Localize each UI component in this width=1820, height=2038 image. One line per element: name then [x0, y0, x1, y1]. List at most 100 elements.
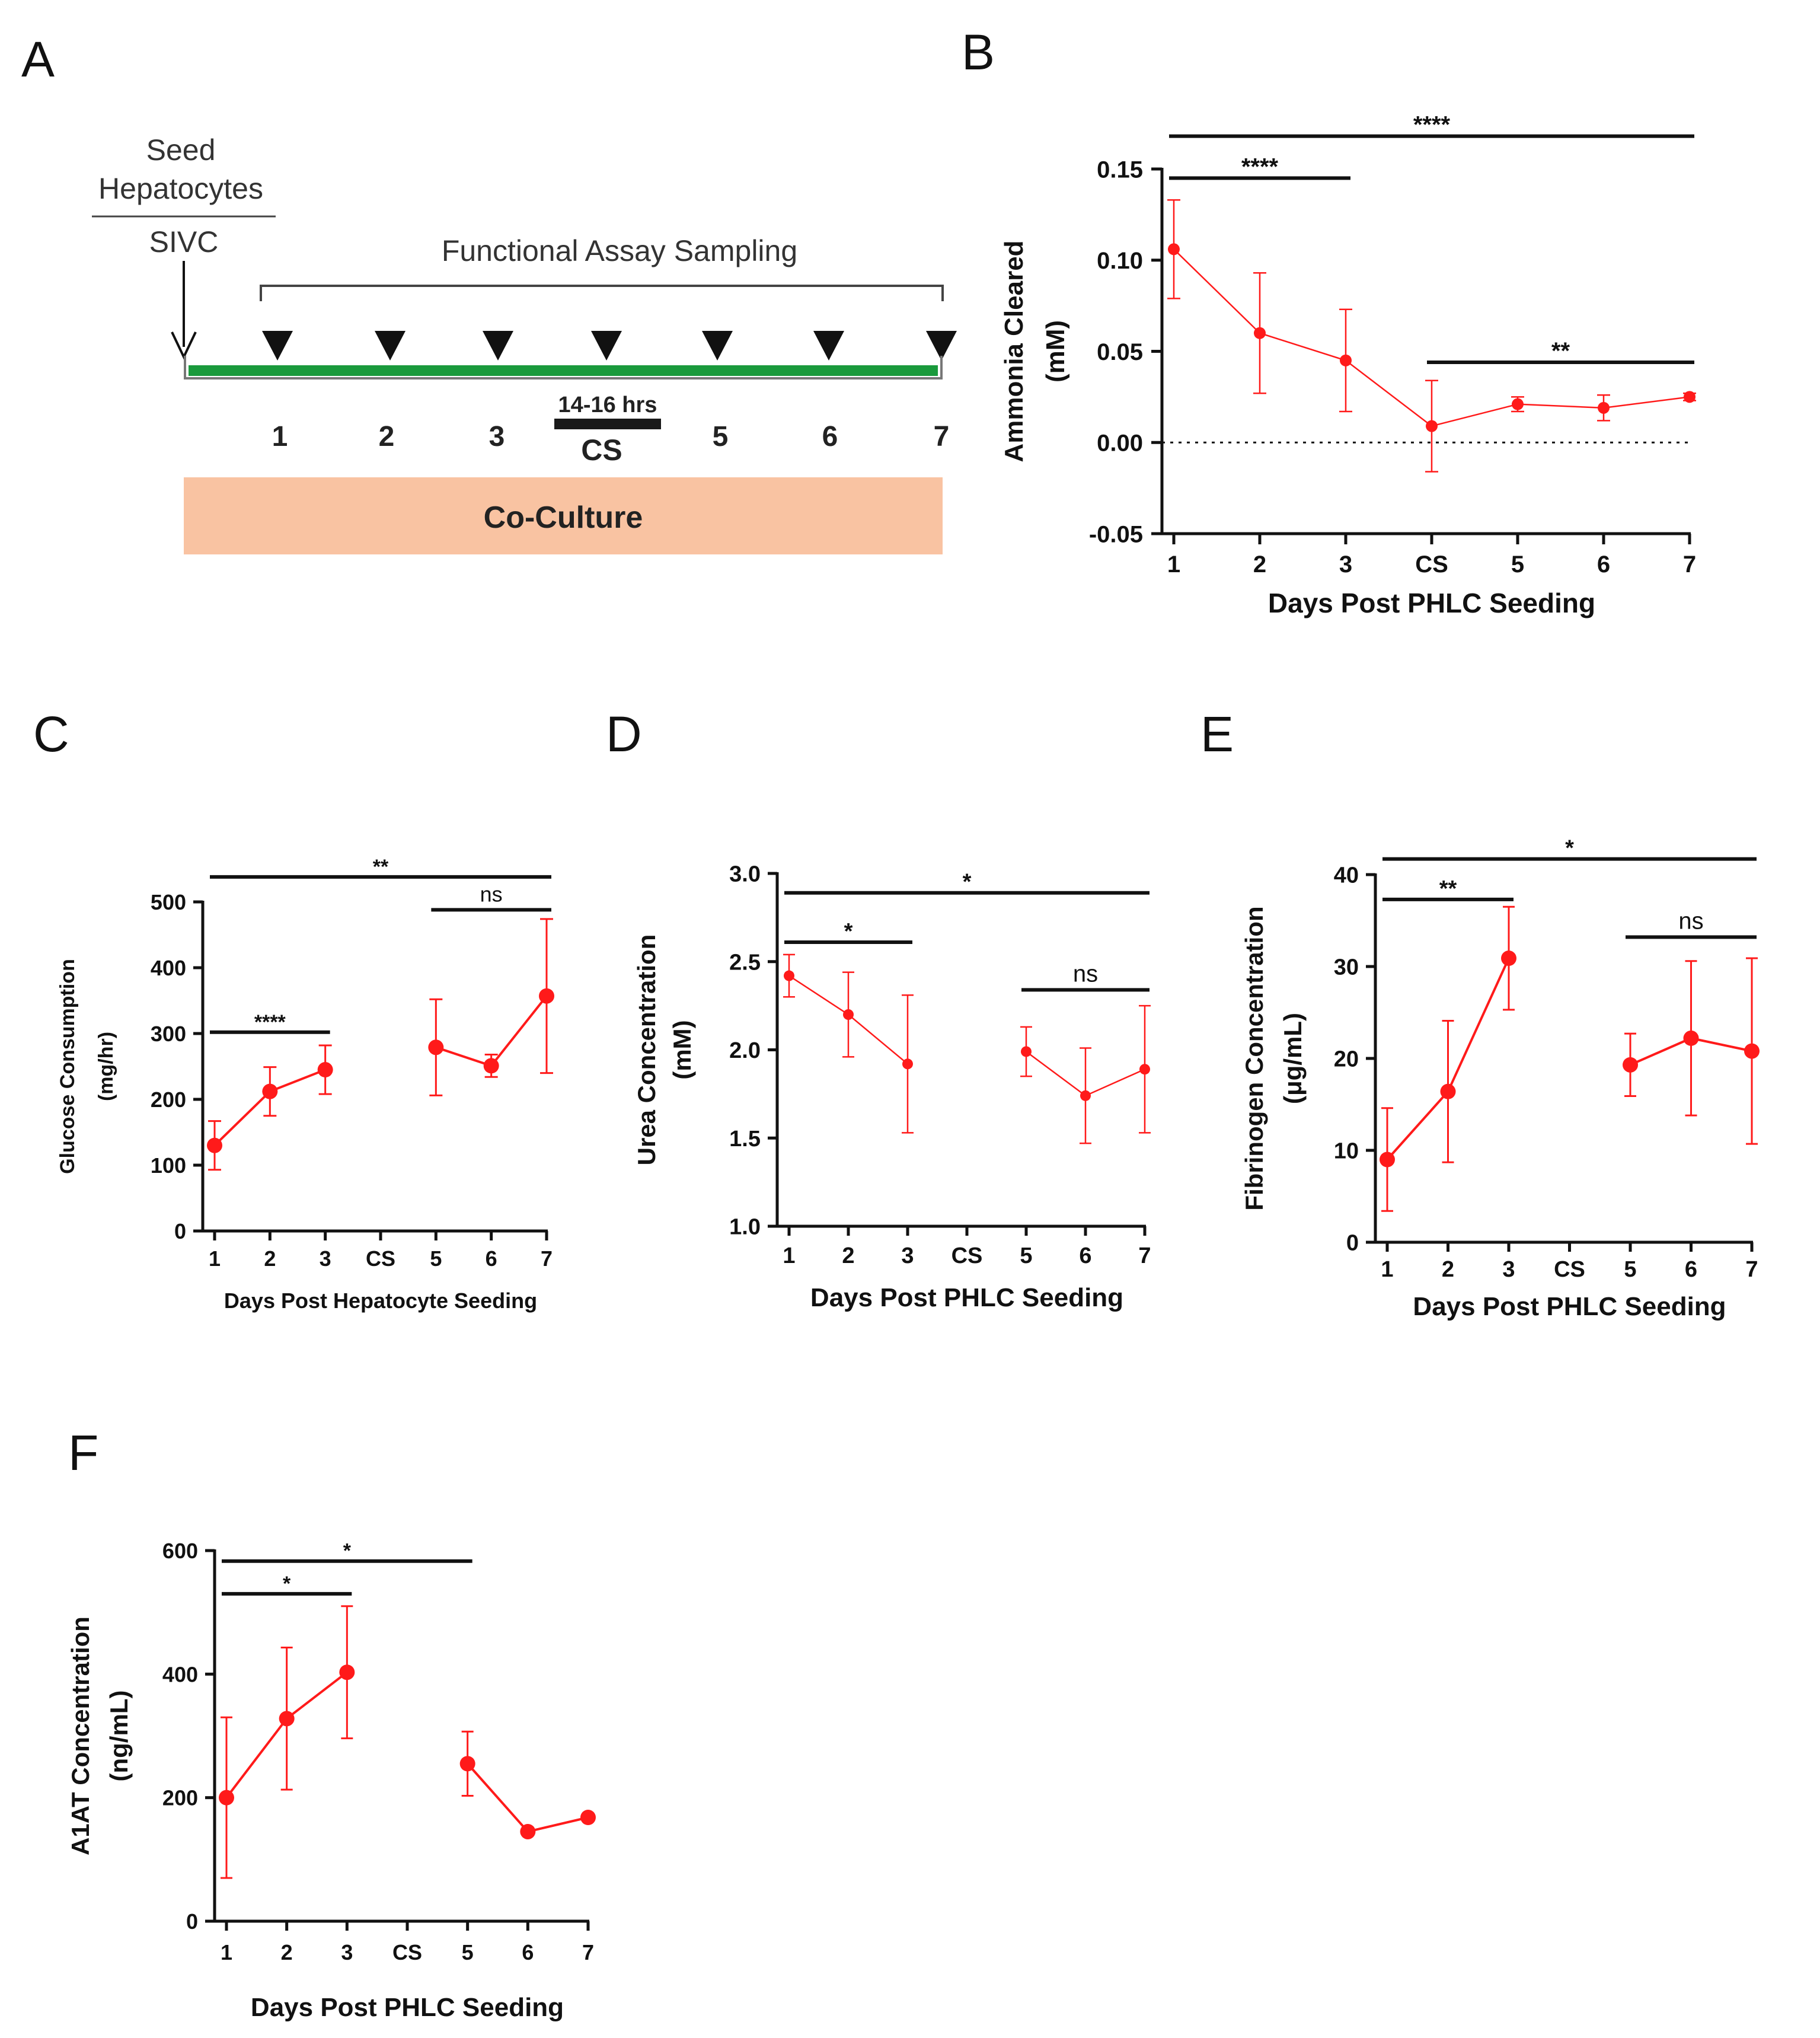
significance-label: **	[1439, 876, 1457, 901]
x-tick-label: 7	[1138, 1243, 1151, 1268]
y-axis-label: Urea Concentration	[633, 935, 660, 1166]
data-point	[1684, 391, 1696, 403]
y-tick-label: 1.0	[729, 1215, 761, 1240]
y-tick-label: 0	[186, 1909, 198, 1934]
sample-markers	[262, 331, 957, 361]
data-point	[1340, 354, 1352, 366]
data-point	[580, 1810, 596, 1825]
significance-label: *	[283, 1573, 291, 1595]
y-axis-unit-label: (μg/mL)	[1279, 1013, 1307, 1104]
significance-label: ****	[254, 1011, 286, 1034]
panel-label-d: D	[606, 706, 642, 762]
timeline-day-label: 3	[489, 421, 505, 452]
x-axis-label: Days Post PHLC Seeding	[810, 1283, 1123, 1312]
y-tick-label: 600	[162, 1539, 198, 1563]
data-point	[1080, 1090, 1091, 1101]
cs-label: CS	[581, 433, 622, 467]
data-point	[1501, 951, 1516, 967]
x-axis-label: Days Post Hepatocyte Seeding	[224, 1288, 537, 1313]
data-point	[539, 988, 554, 1004]
y-tick-label: 2.0	[729, 1038, 761, 1063]
x-tick-label: 1	[783, 1243, 795, 1268]
sample-marker-icon	[375, 331, 405, 361]
sample-marker-icon	[483, 331, 513, 361]
x-tick-label: 5	[1511, 551, 1524, 578]
cs-duration-label: 14-16 hrs	[558, 393, 657, 417]
significance-label: ns	[1678, 908, 1703, 934]
sivc-label: SIVC	[149, 225, 219, 259]
y-tick-label: 0	[174, 1219, 186, 1243]
sample-marker-icon	[926, 331, 957, 361]
y-tick-label: 300	[151, 1022, 186, 1046]
y-axis-unit-label: (mM)	[668, 1020, 696, 1079]
data-point	[1168, 243, 1180, 256]
y-tick-label: 1.5	[729, 1127, 761, 1152]
x-tick-label: 5	[1624, 1257, 1636, 1282]
y-axis-unit-label: (mg/hr)	[95, 1032, 117, 1101]
y-tick-label: 0	[1346, 1231, 1359, 1256]
data-point	[1021, 1046, 1032, 1057]
significance-label: **	[373, 856, 389, 878]
y-tick-label: 400	[162, 1662, 198, 1686]
series-line	[467, 1763, 589, 1833]
significance-label: *	[963, 870, 972, 895]
seed-label-line1: Seed	[146, 133, 216, 167]
data-point	[279, 1711, 295, 1727]
data-point	[902, 1058, 913, 1070]
y-tick-label: 10	[1334, 1139, 1359, 1164]
panel-label-e: E	[1200, 706, 1234, 762]
data-point	[1598, 401, 1610, 414]
y-tick-label: 200	[151, 1087, 186, 1112]
x-tick-label: 1	[1167, 551, 1180, 578]
data-point	[317, 1062, 333, 1078]
coculture-label: Co-Culture	[484, 500, 643, 535]
x-tick-label: 5	[430, 1246, 442, 1271]
timeline-day-label: 7	[934, 421, 950, 452]
sample-marker-icon	[813, 331, 844, 361]
data-point	[339, 1664, 355, 1680]
y-axis-unit-label: (mM)	[1041, 320, 1070, 382]
x-tick-label: 6	[1685, 1257, 1697, 1282]
timeline-day-label: 2	[379, 421, 395, 452]
timeline-day-label: 5	[713, 421, 729, 452]
x-tick-label: 2	[842, 1243, 854, 1268]
x-tick-label: 7	[582, 1940, 594, 1964]
x-tick-label: 6	[486, 1246, 497, 1271]
sampling-bracket	[260, 285, 944, 301]
panel-label-a: A	[21, 31, 55, 87]
x-tick-label: 1	[221, 1940, 232, 1964]
y-tick-label: 3.0	[729, 862, 761, 887]
x-tick-label: 7	[1683, 551, 1696, 578]
data-point	[1744, 1043, 1760, 1059]
x-tick-label: 3	[901, 1243, 914, 1268]
timeline-day-labels: 1 2 3 5 6 7	[272, 421, 950, 452]
y-tick-label: 40	[1334, 863, 1359, 888]
y-tick-label: 0.05	[1097, 339, 1143, 365]
y-axis-label: Glucose Consumption	[56, 959, 79, 1174]
panel-label-b: B	[962, 24, 995, 80]
data-point	[459, 1756, 475, 1772]
x-tick-label: 2	[1253, 551, 1266, 578]
x-tick-label: CS	[1415, 551, 1448, 578]
data-point	[843, 1009, 854, 1020]
data-point	[1426, 420, 1438, 432]
x-tick-label: CS	[951, 1243, 983, 1268]
x-tick-label: 7	[541, 1246, 553, 1271]
significance-label: ****	[1413, 112, 1451, 138]
x-tick-label: 7	[1745, 1257, 1758, 1282]
x-axis-label: Days Post PHLC Seeding	[1268, 588, 1595, 618]
y-tick-label: 400	[151, 956, 186, 980]
y-tick-label: 0.15	[1097, 157, 1143, 183]
data-point	[428, 1039, 444, 1055]
x-tick-label: 1	[1381, 1257, 1393, 1282]
x-tick-label: 3	[320, 1246, 331, 1271]
x-tick-label: 2	[1442, 1257, 1454, 1282]
data-point	[207, 1137, 222, 1153]
data-point	[1139, 1064, 1150, 1075]
timeline-green-bar	[189, 365, 938, 376]
data-point	[1623, 1057, 1638, 1073]
